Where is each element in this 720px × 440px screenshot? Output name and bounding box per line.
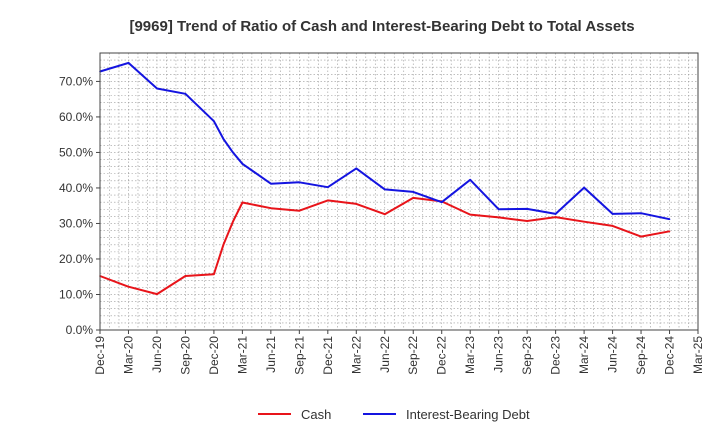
data-point [327, 186, 329, 189]
data-point [440, 201, 443, 203]
data-point [469, 178, 471, 181]
x-tick-label: Dec-21 [321, 336, 335, 375]
x-tick-label: Mar-24 [577, 336, 591, 374]
data-point [412, 191, 415, 193]
data-point [213, 273, 215, 276]
data-point [327, 199, 329, 202]
data-point [497, 208, 500, 211]
data-point [232, 220, 234, 223]
x-tick-label: Jun-22 [378, 336, 392, 373]
data-point [355, 167, 358, 170]
data-point [469, 213, 471, 216]
x-tick-label: Dec-22 [435, 336, 449, 375]
y-tick-label: 10.0% [59, 287, 93, 301]
data-point [232, 151, 234, 154]
y-tick-label: 40.0% [59, 181, 93, 195]
data-point [127, 285, 130, 288]
x-tick-label: Dec-23 [549, 336, 563, 375]
grid [100, 53, 698, 330]
data-point [184, 93, 187, 95]
x-tick-label: Jun-21 [264, 336, 278, 373]
data-point [554, 213, 557, 215]
y-tick-label: 70.0% [59, 74, 93, 88]
x-tick-label: Sep-21 [292, 336, 306, 375]
data-point [611, 213, 614, 215]
legend-label: Cash [301, 407, 331, 422]
series-lines [99, 61, 671, 296]
y-tick-label: 0.0% [66, 323, 94, 337]
data-point [270, 182, 272, 185]
data-point [383, 188, 386, 191]
x-tick-label: Dec-19 [93, 336, 107, 375]
legend: Cash Interest-Bearing Debt [258, 407, 530, 422]
data-point [526, 208, 528, 210]
data-point [270, 207, 272, 209]
data-point [298, 181, 301, 184]
x-tick-label: Dec-20 [207, 336, 221, 375]
chart-title: [9969] Trend of Ratio of Cash and Intere… [129, 18, 634, 35]
data-point [412, 197, 415, 199]
data-point [184, 275, 187, 277]
data-point [213, 120, 215, 122]
legend-label: Interest-Bearing Debt [406, 407, 530, 422]
data-point [222, 243, 225, 246]
data-point [583, 220, 585, 223]
x-tick-label: Sep-24 [634, 336, 648, 375]
data-point [640, 235, 642, 238]
y-tick-label: 60.0% [59, 110, 93, 124]
data-point [241, 201, 244, 204]
data-point [222, 138, 225, 140]
y-tick-label: 30.0% [59, 216, 93, 230]
x-tick-label: Mar-23 [463, 336, 477, 374]
data-point [640, 212, 642, 214]
data-point [156, 293, 158, 295]
data-point [554, 216, 557, 218]
data-point [526, 220, 528, 222]
data-point [583, 186, 585, 189]
x-tick-label: Mar-22 [349, 336, 363, 374]
data-point [383, 213, 386, 216]
data-point [611, 225, 614, 227]
data-point [355, 203, 358, 205]
y-tick-label: 20.0% [59, 252, 93, 266]
x-tick-label: Sep-23 [520, 336, 534, 375]
x-tick-label: Jun-23 [492, 336, 506, 373]
data-point [127, 62, 130, 64]
x-tick-label: Mar-20 [121, 336, 135, 374]
data-point [497, 216, 500, 219]
x-tick-label: Jun-20 [150, 336, 164, 373]
x-tick-label: Jun-24 [606, 336, 620, 373]
x-tick-label: Sep-20 [178, 336, 192, 375]
x-tick-label: Dec-24 [663, 336, 677, 375]
data-point [668, 218, 671, 220]
data-point [156, 87, 158, 90]
x-tick-label: Mar-25 [691, 336, 705, 374]
plot-frame [99, 52, 699, 331]
y-tick-label: 50.0% [59, 145, 93, 159]
data-point [668, 230, 671, 233]
data-point [241, 163, 244, 165]
x-tick-label: Mar-21 [235, 336, 249, 374]
axis-ticks: 0.0% 10.0% 20.0% 30.0% 40.0% 50.0% 60.0% 70.0% D… [59, 74, 705, 374]
data-point [298, 209, 301, 212]
x-tick-label: Sep-22 [406, 336, 420, 375]
